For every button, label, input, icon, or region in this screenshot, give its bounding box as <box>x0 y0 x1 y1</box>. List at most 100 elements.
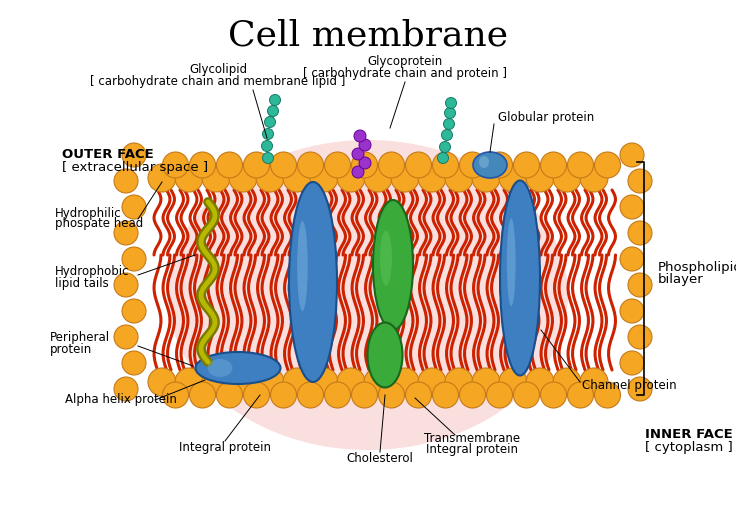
Ellipse shape <box>479 156 489 168</box>
Circle shape <box>444 119 455 129</box>
Text: Integral protein: Integral protein <box>179 441 271 454</box>
Circle shape <box>472 368 500 396</box>
Circle shape <box>628 377 652 401</box>
Circle shape <box>354 130 366 142</box>
Circle shape <box>261 140 272 151</box>
Circle shape <box>445 98 456 109</box>
Text: Globular protein: Globular protein <box>498 111 594 124</box>
Circle shape <box>595 152 620 178</box>
Circle shape <box>439 141 450 152</box>
Text: Channel protein: Channel protein <box>582 379 676 392</box>
Text: Transmembrane: Transmembrane <box>424 432 520 445</box>
Circle shape <box>352 152 378 178</box>
Circle shape <box>114 169 138 193</box>
Circle shape <box>244 152 269 178</box>
Ellipse shape <box>196 352 280 384</box>
Text: phospate head: phospate head <box>55 217 144 230</box>
Ellipse shape <box>380 230 392 285</box>
Circle shape <box>418 164 446 192</box>
Circle shape <box>364 368 392 396</box>
Circle shape <box>378 382 405 408</box>
Circle shape <box>540 152 567 178</box>
Text: Peripheral: Peripheral <box>50 332 110 344</box>
Circle shape <box>433 152 459 178</box>
Circle shape <box>499 164 527 192</box>
Circle shape <box>620 299 644 323</box>
Circle shape <box>310 164 338 192</box>
Circle shape <box>553 368 581 396</box>
Circle shape <box>486 382 512 408</box>
Circle shape <box>114 221 138 245</box>
Circle shape <box>553 164 581 192</box>
Circle shape <box>310 368 338 396</box>
Ellipse shape <box>297 221 308 311</box>
Circle shape <box>459 382 486 408</box>
Circle shape <box>433 382 459 408</box>
Text: lipid tails: lipid tails <box>55 277 109 290</box>
Circle shape <box>271 382 297 408</box>
Circle shape <box>264 116 275 127</box>
Circle shape <box>229 164 257 192</box>
Text: Hydrophilic: Hydrophilic <box>55 206 121 219</box>
Circle shape <box>148 164 176 192</box>
Circle shape <box>175 164 203 192</box>
Circle shape <box>406 152 431 178</box>
Circle shape <box>418 368 446 396</box>
Text: OUTER FACE: OUTER FACE <box>62 149 154 162</box>
Circle shape <box>163 382 188 408</box>
Circle shape <box>337 368 365 396</box>
Circle shape <box>202 164 230 192</box>
Circle shape <box>628 273 652 297</box>
Circle shape <box>595 382 620 408</box>
Circle shape <box>263 128 274 139</box>
Circle shape <box>406 382 431 408</box>
Circle shape <box>620 143 644 167</box>
Circle shape <box>514 152 539 178</box>
Circle shape <box>472 164 500 192</box>
Circle shape <box>526 164 554 192</box>
Text: [ cytoplasm ]: [ cytoplasm ] <box>645 441 733 454</box>
Text: [ carbohydrate chain and protein ]: [ carbohydrate chain and protein ] <box>303 68 507 81</box>
Circle shape <box>297 152 324 178</box>
Circle shape <box>628 325 652 349</box>
Ellipse shape <box>367 322 403 387</box>
Circle shape <box>202 368 230 396</box>
Circle shape <box>175 368 203 396</box>
Circle shape <box>216 152 242 178</box>
Circle shape <box>442 129 453 140</box>
Text: Phospholipid: Phospholipid <box>658 262 736 275</box>
Circle shape <box>263 152 274 163</box>
Text: Integral protein: Integral protein <box>426 444 518 457</box>
Circle shape <box>459 152 486 178</box>
Circle shape <box>122 351 146 375</box>
Circle shape <box>269 95 280 106</box>
Circle shape <box>148 368 176 396</box>
Circle shape <box>283 164 311 192</box>
Circle shape <box>526 368 554 396</box>
Circle shape <box>352 148 364 160</box>
Circle shape <box>437 152 448 163</box>
Circle shape <box>122 143 146 167</box>
Text: [ extracellular space ]: [ extracellular space ] <box>62 162 208 175</box>
Circle shape <box>580 368 608 396</box>
Circle shape <box>163 152 188 178</box>
Circle shape <box>391 368 419 396</box>
Circle shape <box>499 368 527 396</box>
Circle shape <box>189 152 216 178</box>
Circle shape <box>445 164 473 192</box>
Text: Glycolipid: Glycolipid <box>189 63 247 76</box>
Text: Alpha helix protein: Alpha helix protein <box>65 394 177 407</box>
Ellipse shape <box>473 152 507 178</box>
Circle shape <box>325 152 350 178</box>
Circle shape <box>267 106 278 116</box>
Text: [ carbohydrate chain and membrane lipid ]: [ carbohydrate chain and membrane lipid … <box>91 75 346 88</box>
Text: Cell membrane: Cell membrane <box>228 18 508 52</box>
Ellipse shape <box>500 180 540 375</box>
Circle shape <box>283 368 311 396</box>
Circle shape <box>580 164 608 192</box>
Circle shape <box>216 382 242 408</box>
Circle shape <box>122 195 146 219</box>
Circle shape <box>122 299 146 323</box>
Circle shape <box>628 221 652 245</box>
Circle shape <box>244 382 269 408</box>
